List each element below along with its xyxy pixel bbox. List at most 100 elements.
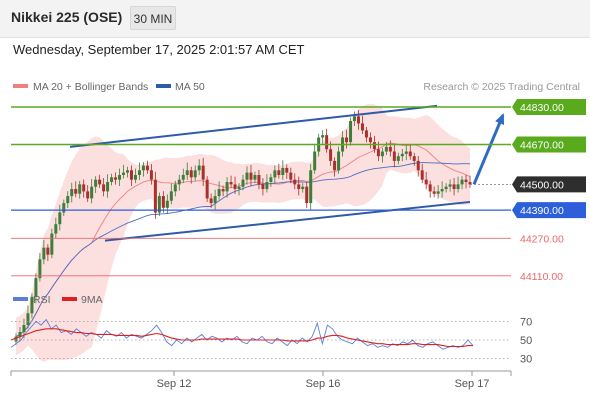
ma50-legend-swatch [156, 84, 171, 88]
candle-body [428, 184, 432, 192]
candle-body [153, 179, 157, 213]
rsi-legend-label: RSI [33, 294, 51, 306]
candle-body [404, 151, 408, 154]
candle-body [38, 259, 42, 279]
bollinger-legend-label: MA 20 + Bollinger Bands [33, 81, 148, 93]
candle-body [416, 160, 420, 171]
bollinger-band [16, 103, 470, 363]
candle-body [237, 186, 241, 190]
candle-body [98, 179, 102, 185]
candle-body [161, 196, 165, 208]
candle-body [345, 137, 349, 143]
price-plot [14, 103, 505, 363]
candle-body [205, 179, 209, 199]
candle-body [106, 182, 110, 192]
candle-body [22, 324, 26, 333]
candle-body [30, 296, 34, 314]
candle-body [129, 170, 133, 180]
candle-body [285, 167, 289, 173]
candle-body [380, 151, 384, 157]
candle-body [114, 177, 118, 180]
candle-body [313, 151, 317, 171]
candle-body [197, 165, 201, 171]
rsi-ma-legend-label: 9MA [81, 294, 103, 306]
candle-body [412, 156, 416, 161]
price-tag-resistance: 44670.00 [520, 140, 564, 152]
upper-trend-line [69, 104, 438, 148]
x-axis-label: Sep 16 [306, 378, 341, 390]
candle-body [396, 156, 400, 161]
candle-body [293, 179, 297, 185]
candle-body [408, 151, 412, 157]
candle-body [424, 179, 428, 185]
chart-datetime: Wednesday, September 17, 2025 2:01:57 AM… [13, 42, 305, 57]
candle-body [273, 170, 277, 178]
candle-body [118, 174, 122, 180]
candle-body [253, 174, 257, 180]
candle-body [460, 179, 464, 185]
candle-body [70, 189, 74, 197]
price-tag-bg-current [512, 176, 586, 193]
candle-body [372, 142, 376, 150]
price-tag-bg-pivot [512, 202, 586, 219]
candle-body [281, 167, 285, 175]
candle-body [245, 172, 249, 180]
rsi-legend: RSI 9MA [13, 294, 103, 306]
price-tag-support: 44110.00 [520, 271, 563, 283]
candle-body [122, 172, 126, 175]
candle-body [217, 189, 221, 197]
candle-body [34, 278, 38, 297]
forecast-arrow-head [495, 113, 505, 125]
price-tag-support: 44270.00 [520, 233, 564, 245]
price-legend: MA 20 + Bollinger Bands MA 50 Research ©… [13, 81, 580, 93]
candle-body [349, 121, 353, 143]
price-tags: 44830.00 44670.00 44500.00 44390.00 44270.00… [512, 99, 586, 283]
candle-body [221, 189, 225, 192]
candle-body [50, 233, 54, 255]
candle-body [309, 170, 313, 204]
candle-body [456, 184, 460, 190]
rsi-ma-legend-swatch [62, 297, 77, 301]
rsi-ma-line [10, 328, 473, 348]
candle-body [145, 165, 149, 171]
candle-body [301, 186, 305, 190]
interval-button[interactable]: 30 MIN [130, 6, 176, 30]
candle-body [185, 170, 189, 175]
rsi-tick-label: 30 [520, 354, 532, 366]
candle-body [94, 179, 98, 187]
candle-body [400, 153, 404, 157]
candle-body [353, 116, 357, 122]
candle-body [181, 174, 185, 180]
price-tag-current: 44500.00 [520, 179, 564, 191]
candle-body [257, 174, 261, 185]
rsi-plot: 70 50 30 [10, 316, 532, 366]
candle-body [209, 198, 213, 204]
candle-body [225, 182, 229, 192]
candle-body [269, 177, 273, 183]
candle-body [376, 149, 380, 157]
candle-body [90, 186, 94, 199]
candle-body [337, 151, 341, 171]
price-tag-bg-resistance [512, 99, 586, 115]
candle-body [265, 182, 269, 190]
key-levels [11, 106, 511, 277]
candle-body [18, 332, 22, 337]
candle-body [141, 165, 145, 171]
candle-body [78, 184, 82, 194]
candle-body [74, 189, 78, 194]
instrument-title: Nikkei 225 (OSE) [11, 9, 123, 25]
candle-body [448, 184, 452, 187]
candle-body [297, 184, 301, 190]
candle-body [110, 177, 114, 183]
candle-body [440, 189, 444, 192]
candle-body [432, 191, 436, 194]
candle-body [102, 184, 106, 192]
candle-body [201, 165, 205, 180]
candle-body [325, 135, 329, 150]
rsi-legend-swatch [13, 297, 28, 301]
candle-body [436, 191, 440, 194]
candle-body [137, 170, 141, 175]
candle-body [464, 179, 468, 183]
price-tag-resistance: 44830.00 [520, 102, 564, 114]
